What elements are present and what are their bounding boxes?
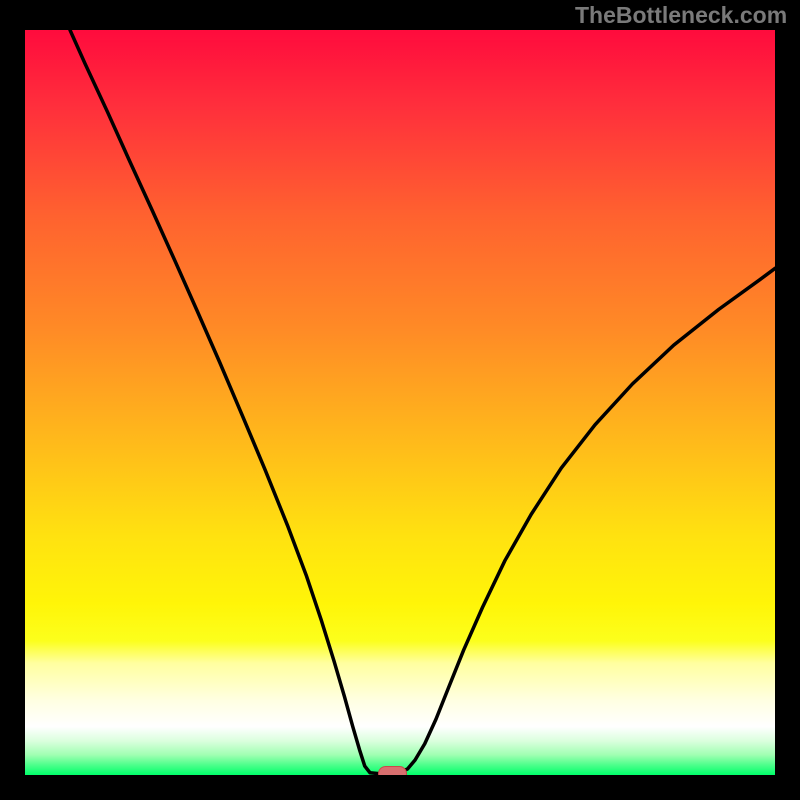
chart-svg (0, 0, 800, 800)
bottleneck-chart: TheBottleneck.com (0, 0, 800, 800)
plot-area (25, 30, 775, 775)
watermark-text: TheBottleneck.com (575, 2, 787, 29)
